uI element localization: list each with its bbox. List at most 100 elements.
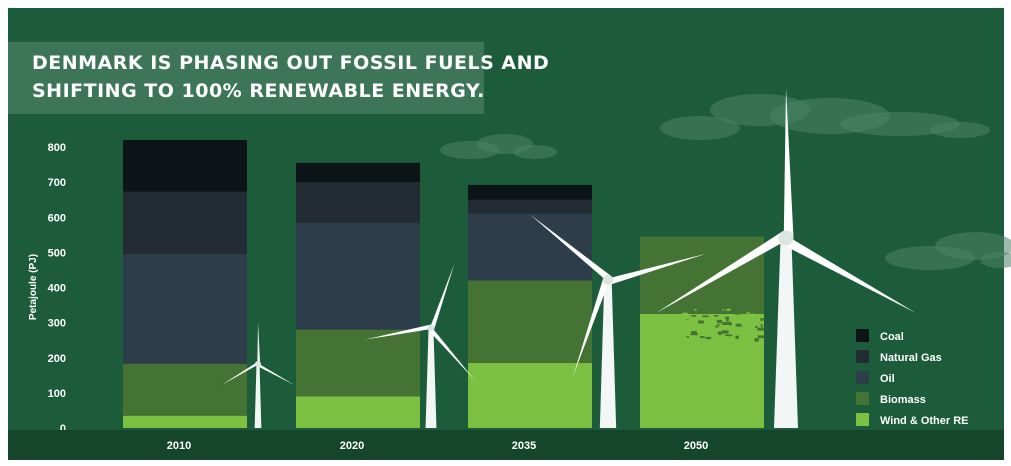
x-tick-label: 2050 [684, 440, 708, 452]
texture-fleck [702, 332, 710, 336]
texture-fleck [694, 309, 697, 311]
texture-fleck [725, 334, 733, 337]
bar-segment [296, 329, 420, 397]
cloud [660, 94, 990, 140]
wind-turbine-medium [364, 264, 475, 428]
bar-segment [123, 191, 247, 255]
texture-fleck [694, 339, 699, 342]
y-tick-label: 300 [48, 318, 66, 330]
chart-title-line-1: DENMARK IS PHASING OUT FOSSIL FUELS AND [32, 52, 550, 74]
cloud [440, 134, 557, 159]
turbine-hub [778, 230, 794, 246]
decorative-clouds [440, 94, 1011, 270]
texture-fleck [725, 339, 732, 343]
texture-fleck [700, 336, 705, 339]
texture-fleck [702, 338, 705, 341]
cloud-puff [513, 145, 557, 159]
texture-fleck [718, 325, 726, 328]
wind-turbines [221, 88, 916, 428]
texture-fleck [726, 308, 731, 311]
turbine-blade [656, 231, 788, 313]
turbine-hub [427, 324, 435, 332]
texture-fleck [714, 314, 719, 317]
texture-fleck [716, 319, 723, 324]
texture-fleck [760, 327, 765, 330]
legend-swatch [856, 329, 869, 342]
turbine-blade [364, 324, 432, 340]
texture-fleck [747, 321, 750, 323]
texture-fleck [757, 327, 765, 331]
chart-title-line-2: SHIFTING TO 100% RENEWABLE ENERGY. [32, 80, 485, 102]
texture-fleck [695, 328, 699, 332]
x-tick-label: 2010 [167, 440, 191, 452]
cloud-puff [660, 116, 740, 140]
bar-segment [123, 415, 247, 428]
legend-label: Oil [880, 373, 895, 385]
bar-segment [468, 280, 592, 364]
texture-fleck [702, 315, 709, 318]
turbine-hub [255, 361, 261, 367]
wind-turbine-largest [656, 88, 916, 428]
texture-fleck [735, 323, 744, 327]
texture-fleck [686, 336, 689, 338]
texture-fleck [690, 322, 698, 324]
y-axis: 0 100 200 300 400 500 600 700 800 Petajoule (PJ) [28, 142, 66, 435]
turbine-blade [782, 236, 916, 313]
texture-fleck [735, 312, 742, 315]
wind-turbine-small [221, 322, 295, 428]
texture-fleck [703, 319, 708, 321]
texture-fleck [754, 338, 759, 342]
texture-fleck [746, 312, 750, 314]
texture-fleck [732, 310, 737, 313]
wind-turbine-large [529, 214, 707, 428]
turbine-blade [607, 253, 707, 285]
texture-fleck [716, 310, 725, 313]
texture-fleck [707, 308, 711, 312]
turbine-tower [599, 280, 617, 428]
turbine-blade [428, 327, 475, 381]
legend: Coal Natural Gas Oil Biomass Wind & Other RE [856, 329, 969, 427]
legend-label: Wind & Other RE [880, 415, 969, 427]
texture-fleck [721, 330, 729, 334]
texture-fleck [755, 326, 758, 328]
bar-segment [123, 139, 247, 192]
bars-layer [123, 139, 765, 428]
x-tick-label: 2035 [512, 440, 536, 452]
texture-fleck [691, 331, 697, 335]
turbine-blade [256, 363, 295, 385]
texture-fleck [696, 324, 701, 327]
bar-segment [296, 182, 420, 224]
texture-fleck [741, 323, 745, 327]
y-tick-label: 700 [48, 177, 66, 189]
turbine-blade [783, 88, 794, 238]
y-tick-label: 200 [48, 353, 66, 365]
texture-fleck [735, 310, 741, 313]
texture-fleck [725, 318, 729, 322]
legend-swatch [856, 392, 869, 405]
bar-segment [468, 199, 592, 214]
texture-fleck [682, 312, 689, 316]
texture-fleck [684, 319, 690, 324]
cloud-puff [930, 122, 990, 138]
texture-fleck [760, 318, 765, 321]
x-axis-band [8, 430, 1004, 460]
cloud [885, 232, 1011, 270]
texture-fleck [720, 315, 726, 319]
texture-fleck [722, 322, 730, 325]
bar-segment [123, 363, 247, 416]
y-tick-label: 500 [48, 247, 66, 259]
texture-fleck [703, 326, 707, 330]
bar-segment [123, 254, 247, 364]
texture-fleck [715, 325, 722, 328]
y-tick-label: 600 [48, 212, 66, 224]
texture-fleck [740, 328, 744, 331]
texture-fleck [734, 320, 742, 324]
texture-fleck [705, 336, 712, 340]
legend-swatch [856, 413, 869, 426]
y-tick-label: 800 [48, 142, 66, 154]
legend-swatch [856, 350, 869, 363]
y-tick-label: 400 [48, 283, 66, 295]
texture-fleck [698, 320, 705, 324]
legend-label: Biomass [880, 394, 926, 406]
